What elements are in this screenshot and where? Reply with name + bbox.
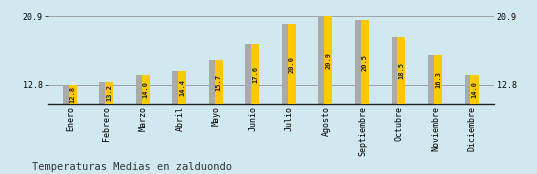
Bar: [136, 75, 146, 104]
Bar: [434, 55, 442, 104]
Bar: [99, 82, 110, 104]
Text: 16.3: 16.3: [435, 71, 441, 88]
Bar: [288, 24, 296, 104]
Bar: [318, 16, 329, 104]
Bar: [428, 55, 438, 104]
Bar: [391, 37, 402, 104]
Text: 20.5: 20.5: [362, 54, 368, 70]
Text: 15.7: 15.7: [216, 74, 222, 91]
Bar: [397, 37, 405, 104]
Text: 18.5: 18.5: [398, 62, 404, 79]
Bar: [282, 24, 292, 104]
Bar: [209, 60, 219, 104]
Text: 12.8: 12.8: [70, 86, 76, 103]
Text: 14.4: 14.4: [179, 79, 185, 96]
Bar: [142, 75, 150, 104]
Bar: [63, 85, 73, 104]
Bar: [465, 75, 475, 104]
Bar: [105, 82, 113, 104]
Bar: [324, 16, 332, 104]
Bar: [470, 75, 478, 104]
Bar: [178, 71, 186, 104]
Bar: [245, 44, 256, 104]
Text: 20.0: 20.0: [289, 56, 295, 73]
Text: 13.2: 13.2: [106, 84, 112, 101]
Bar: [69, 85, 77, 104]
Text: 17.6: 17.6: [252, 66, 258, 83]
Bar: [251, 44, 259, 104]
Text: Temperaturas Medias en zalduondo: Temperaturas Medias en zalduondo: [32, 162, 232, 172]
Bar: [361, 20, 369, 104]
Text: 20.9: 20.9: [325, 52, 331, 69]
Bar: [215, 60, 223, 104]
Bar: [355, 20, 365, 104]
Bar: [172, 71, 183, 104]
Text: 14.0: 14.0: [143, 81, 149, 98]
Text: 14.0: 14.0: [471, 81, 477, 98]
